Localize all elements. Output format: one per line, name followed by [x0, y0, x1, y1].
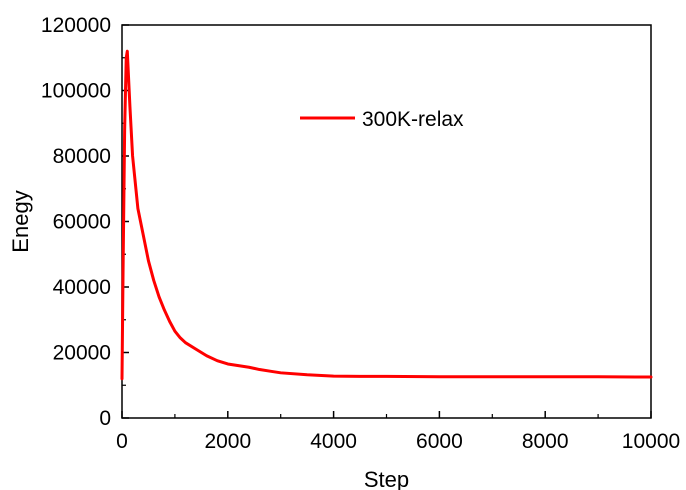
y-tick-label: 120000	[41, 14, 111, 37]
plot-frame	[121, 24, 652, 419]
x-tick-label: 2000	[204, 430, 251, 453]
y-tick-label: 80000	[53, 145, 111, 168]
x-tick-label: 0	[116, 430, 128, 453]
y-axis-label: Enegy	[8, 190, 33, 252]
series-layer	[120, 49, 653, 381]
x-tick-label: 10000	[622, 430, 680, 453]
y-tick-label: 20000	[53, 342, 111, 365]
legend-label-300k-relax: 300K-relax	[362, 108, 464, 131]
axis-tick-labels: 0 2000 4000 6000 8000 10000020000400006000080…	[41, 14, 680, 453]
x-axis-label: Step	[364, 467, 409, 490]
y-tick-label: 40000	[53, 276, 111, 299]
axis-ticks	[121, 24, 652, 419]
y-tick-label: 0	[99, 407, 111, 430]
x-tick-label: 6000	[416, 430, 463, 453]
x-tick-label: 8000	[522, 430, 569, 453]
series-line-300k-relax	[120, 49, 653, 381]
legend: 300K-relax	[300, 108, 464, 131]
y-tick-label: 100000	[41, 80, 111, 103]
x-tick-label: 4000	[310, 430, 357, 453]
y-tick-label: 60000	[53, 211, 111, 234]
